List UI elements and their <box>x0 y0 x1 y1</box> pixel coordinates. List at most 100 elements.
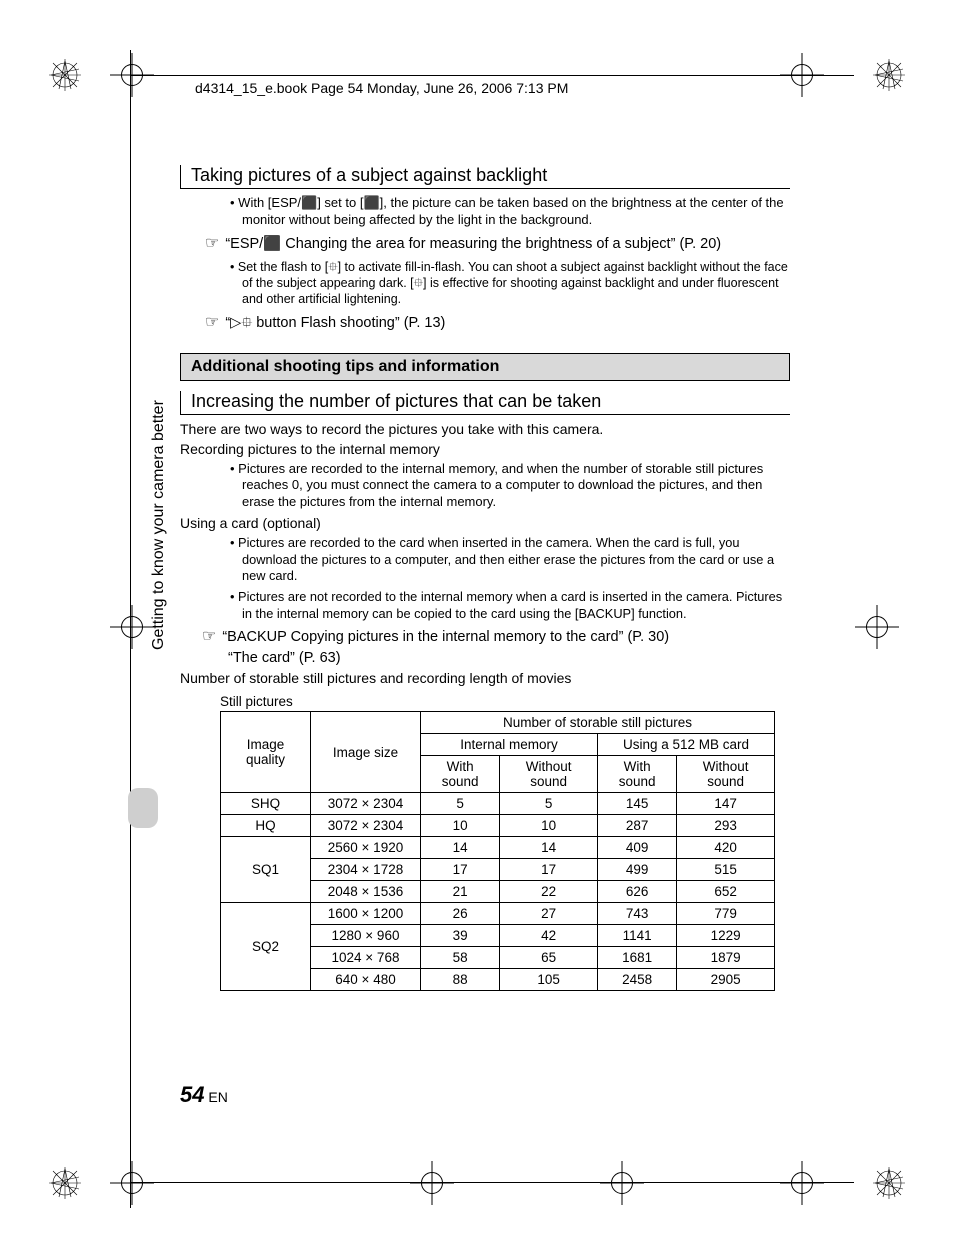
cell-size: 2048 × 1536 <box>311 881 421 903</box>
cell: 1681 <box>597 947 676 969</box>
section-title-backlight: Taking pictures of a subject against bac… <box>180 165 790 189</box>
cell-quality: SHQ <box>221 793 311 815</box>
registration-mark-icon <box>45 55 85 95</box>
page-lang: EN <box>208 1089 227 1105</box>
bullet-text: With [ESP/⬛] set to [⬛], the picture can… <box>230 195 790 229</box>
table-row: SQ2 1600 × 1200 26 27 743 779 <box>221 903 775 925</box>
sidebar-chapter-label: Getting to know your camera better <box>150 400 168 650</box>
bullet-text: Pictures are not recorded to the interna… <box>230 589 790 622</box>
cell: 5 <box>421 793 500 815</box>
cross-reference: ☞ “▷⯐ button Flash shooting” (P. 13) <box>205 312 790 337</box>
registration-mark-icon <box>869 55 909 95</box>
cross-reference: “The card” (P. 63) <box>228 650 790 666</box>
crosshair-icon <box>780 1161 824 1205</box>
cross-reference: ☞ “ESP/⬛ Changing the area for measuring … <box>205 233 790 253</box>
col-main: Number of storable still pictures <box>421 712 775 734</box>
page-number: 54 EN <box>180 1082 228 1108</box>
crosshair-icon <box>110 1161 154 1205</box>
cell: 42 <box>500 925 598 947</box>
crosshair-icon <box>855 605 899 649</box>
cross-reference: ☞“BACKUP Copying pictures in the interna… <box>228 626 790 646</box>
crosshair-icon <box>410 1161 454 1205</box>
storable-line: Number of storable still pictures and re… <box>180 670 790 686</box>
cell: 105 <box>500 969 598 991</box>
cell-quality: SQ1 <box>221 837 311 903</box>
cell-size: 2560 × 1920 <box>311 837 421 859</box>
cell: 515 <box>677 859 775 881</box>
page: d4314_15_e.book Page 54 Monday, June 26,… <box>0 0 954 1258</box>
cell: 626 <box>597 881 676 903</box>
cell: 1879 <box>677 947 775 969</box>
crop-rule-bottom <box>130 1182 854 1183</box>
pointer-icon: ☞ <box>205 314 219 331</box>
table-row: SQ1 2560 × 1920 14 14 409 420 <box>221 837 775 859</box>
cell: 10 <box>421 815 500 837</box>
cell: 1141 <box>597 925 676 947</box>
cell: 26 <box>421 903 500 925</box>
col-card: Using a 512 MB card <box>597 734 774 756</box>
cell-quality: HQ <box>221 815 311 837</box>
crosshair-icon <box>600 1161 644 1205</box>
cell-size: 1280 × 960 <box>311 925 421 947</box>
col-without: Without sound <box>500 756 598 793</box>
section-title-increase: Increasing the number of pictures that c… <box>180 391 790 415</box>
cell: 293 <box>677 815 775 837</box>
cell: 21 <box>421 881 500 903</box>
cell-size: 3072 × 2304 <box>311 793 421 815</box>
registration-mark-icon <box>45 1163 85 1203</box>
cell: 409 <box>597 837 676 859</box>
col-without: Without sound <box>677 756 775 793</box>
cell: 145 <box>597 793 676 815</box>
col-internal: Internal memory <box>421 734 598 756</box>
cell-size: 3072 × 2304 <box>311 815 421 837</box>
cell-quality: SQ2 <box>221 903 311 991</box>
pointer-icon: ☞ <box>205 235 219 252</box>
pointer-icon: ☞ <box>202 628 216 645</box>
cell: 499 <box>597 859 676 881</box>
content-area: Taking pictures of a subject against bac… <box>180 165 790 991</box>
col-quality: Image quality <box>221 712 311 793</box>
table-header-row: Image quality Image size Number of stora… <box>221 712 775 734</box>
crop-rule-top <box>130 75 854 76</box>
cell: 27 <box>500 903 598 925</box>
page-number-value: 54 <box>180 1082 204 1107</box>
ref-text: “The card” (P. 63) <box>228 650 341 666</box>
cell: 17 <box>500 859 598 881</box>
cell: 779 <box>677 903 775 925</box>
ref-text: “▷⯐ button Flash shooting” (P. 13) <box>225 315 445 331</box>
bullet-text: Pictures are recorded to the card when i… <box>230 535 790 585</box>
crosshair-icon <box>110 605 154 649</box>
cell: 17 <box>421 859 500 881</box>
cell: 14 <box>421 837 500 859</box>
thumb-tab <box>128 788 158 828</box>
cell: 652 <box>677 881 775 903</box>
ref-text: “ESP/⬛ Changing the area for measuring t… <box>225 236 721 252</box>
subheading: Using a card (optional) <box>180 515 790 531</box>
cell-size: 1600 × 1200 <box>311 903 421 925</box>
bullet-text: Pictures are recorded to the internal me… <box>230 461 790 512</box>
table-row: HQ 3072 × 2304 10 10 287 293 <box>221 815 775 837</box>
cell: 147 <box>677 793 775 815</box>
cell: 58 <box>421 947 500 969</box>
cell: 5 <box>500 793 598 815</box>
cell-size: 2304 × 1728 <box>311 859 421 881</box>
cell: 1229 <box>677 925 775 947</box>
table-caption: Still pictures <box>220 694 790 709</box>
cell: 14 <box>500 837 598 859</box>
cell: 743 <box>597 903 676 925</box>
ref-text: “BACKUP Copying pictures in the internal… <box>222 629 669 645</box>
crosshair-icon <box>780 53 824 97</box>
cell: 2458 <box>597 969 676 991</box>
cell-size: 1024 × 768 <box>311 947 421 969</box>
cell: 10 <box>500 815 598 837</box>
col-with: With sound <box>597 756 676 793</box>
registration-mark-icon <box>869 1163 909 1203</box>
section-banner: Additional shooting tips and information <box>180 353 790 381</box>
cell-size: 640 × 480 <box>311 969 421 991</box>
cell: 39 <box>421 925 500 947</box>
cell: 287 <box>597 815 676 837</box>
header-text: d4314_15_e.book Page 54 Monday, June 26,… <box>195 80 568 96</box>
bullet-text: Set the flash to [⯐] to activate fill-in… <box>230 259 790 308</box>
cell: 65 <box>500 947 598 969</box>
subheading: Recording pictures to the internal memor… <box>180 441 790 457</box>
